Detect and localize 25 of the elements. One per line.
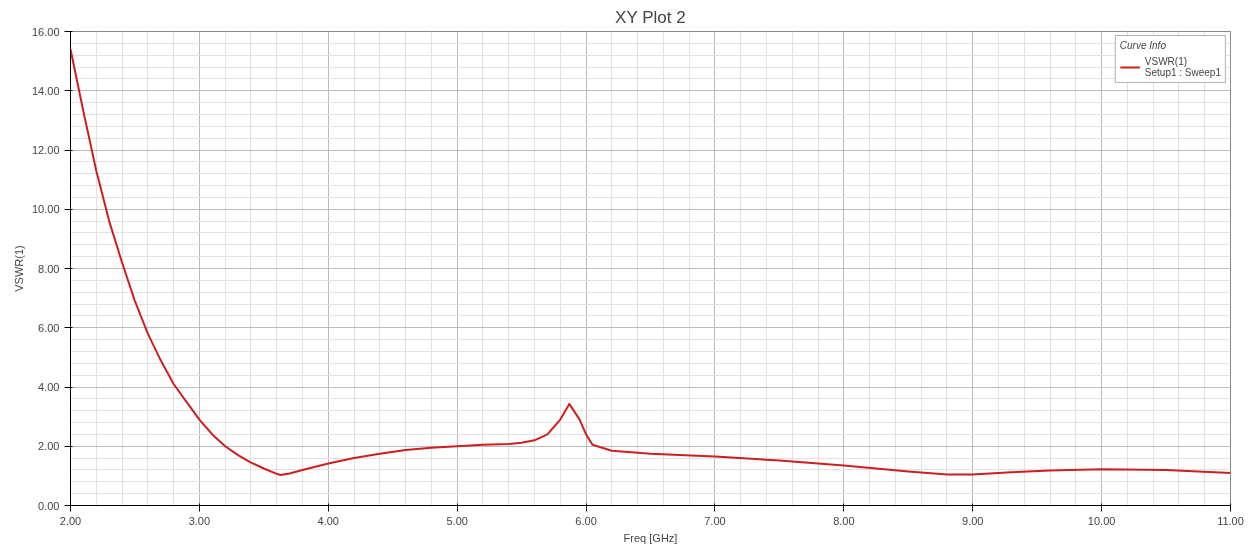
x-tick-label: 4.00 <box>317 514 339 527</box>
x-tick-label: 7.00 <box>704 514 726 527</box>
y-tick-label: 12.00 <box>31 144 60 156</box>
x-tick-label: 2.00 <box>59 514 82 527</box>
y-tick-label: 16.00 <box>31 25 60 38</box>
x-tick-label: 6.00 <box>575 514 597 527</box>
legend-label: VSWR(1) Setup1 : Sweep1 <box>1144 56 1221 78</box>
chart-title: XY Plot 2 <box>615 7 686 27</box>
line-series <box>70 48 1231 476</box>
x-tick-label: 11.00 <box>1217 514 1244 527</box>
y-axis-title: VSWR(1) <box>12 245 25 292</box>
legend-title: Curve Info <box>1119 40 1167 51</box>
x-tick-label: 8.00 <box>833 514 855 527</box>
x-tick-label: 9.00 <box>962 514 984 527</box>
y-tick-label: 10.00 <box>31 203 60 216</box>
x-axis-title: Freq [GHz] <box>623 531 678 544</box>
y-tick-label: 4.00 <box>38 381 60 393</box>
x-tick-label: 5.00 <box>446 514 468 527</box>
y-tick-label: 14.00 <box>31 84 60 97</box>
y-tick-label: 8.00 <box>38 262 60 275</box>
x-tick-label: 3.00 <box>188 514 211 527</box>
y-tick-label: 2.00 <box>38 440 60 453</box>
y-tick-label: 6.00 <box>38 321 60 334</box>
x-tick-label: 10.00 <box>1087 514 1116 527</box>
y-tick-label: 0.00 <box>38 499 60 512</box>
